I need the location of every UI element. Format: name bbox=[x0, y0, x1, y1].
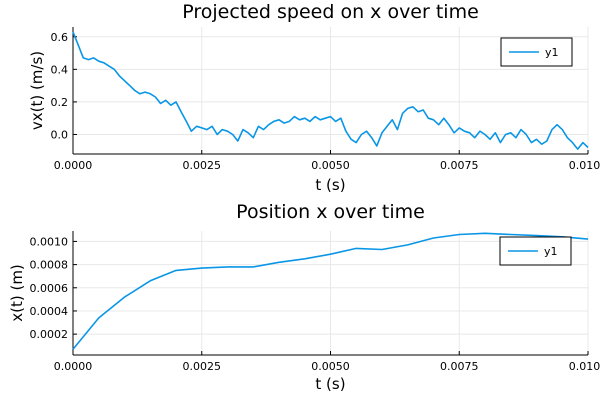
y-tick-label: 0.0 bbox=[51, 128, 69, 141]
y-tick-label: 0.0010 bbox=[30, 235, 69, 248]
y-tick-label: 0.0006 bbox=[30, 282, 69, 295]
chart-title: Position x over time bbox=[236, 201, 425, 223]
legend: y1 bbox=[499, 236, 572, 266]
x-tick-label: 0.0000 bbox=[54, 360, 93, 373]
chart-title: Projected speed on x over time bbox=[182, 1, 479, 23]
y-tick-label: 0.0008 bbox=[30, 259, 69, 272]
y-tick-label: 0.0002 bbox=[30, 328, 69, 341]
legend: y1 bbox=[500, 37, 573, 67]
series-line-y1 bbox=[72, 31, 589, 150]
y-tick-label: 0.0004 bbox=[30, 305, 69, 318]
y-axis-title: x(t) (m) bbox=[8, 264, 26, 322]
y-tick-label: 0.2 bbox=[51, 96, 69, 109]
y-axis-title: vx(t) (m/s) bbox=[28, 51, 46, 130]
x-tick-label: 0.0000 bbox=[54, 159, 93, 172]
x-tick-label: 0.0025 bbox=[183, 360, 222, 373]
x-axis-title: t (s) bbox=[315, 375, 345, 393]
legend-label: y1 bbox=[545, 46, 559, 59]
x-axis-title: t (s) bbox=[315, 176, 345, 194]
x-tick-label: 0.0025 bbox=[183, 159, 222, 172]
x-tick-label: 0.0075 bbox=[440, 360, 479, 373]
series-line-y1 bbox=[72, 232, 589, 350]
y-tick-label: 0.4 bbox=[51, 63, 69, 76]
x-tick-label: 0.0075 bbox=[440, 159, 479, 172]
y-tick-label: 0.6 bbox=[51, 31, 69, 44]
legend-label: y1 bbox=[544, 245, 558, 258]
x-tick-label: 0.0050 bbox=[311, 360, 350, 373]
x-tick-label: 0.0050 bbox=[311, 159, 350, 172]
